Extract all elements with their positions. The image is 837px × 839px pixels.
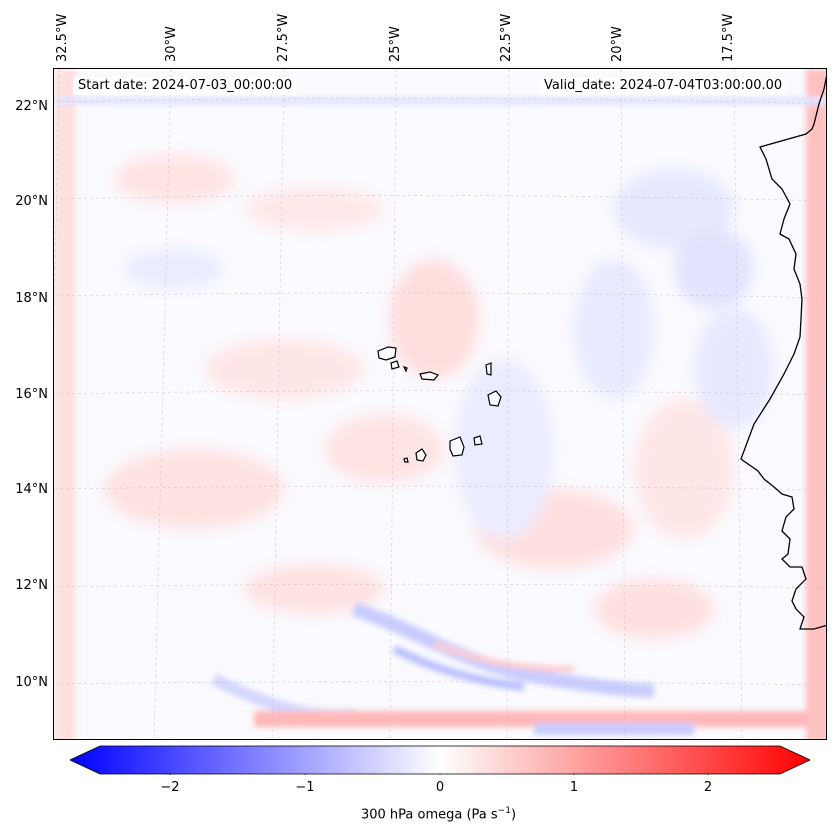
colorbar-tick-label: −1 (295, 780, 315, 795)
graticule (54, 69, 826, 739)
lat-label: 16°N (15, 387, 48, 402)
lat-label: 12°N (15, 578, 48, 593)
lon-label: 32.5°W (55, 13, 70, 62)
lon-label: 17.5°W (721, 13, 736, 62)
lon-label: 20°W (610, 26, 625, 62)
africa-coastline (740, 75, 826, 630)
lon-label: 22.5°W (499, 13, 514, 62)
colorbar-label: 300 hPa omega (Pa s−1) (360, 806, 517, 823)
southern-bands (211, 602, 814, 735)
lat-label: 10°N (15, 675, 48, 690)
colorbar (70, 745, 810, 775)
valid-date-label: Valid_date: 2024-07-04T03:00:00.00 (539, 77, 788, 95)
lon-label: 27.5°W (276, 13, 291, 62)
lon-label: 30°W (164, 26, 179, 62)
cape-verde-islands (377, 346, 502, 463)
start-date-label: Start date: 2024-07-03_00:00:00 (73, 77, 298, 95)
lat-label: 14°N (15, 482, 48, 497)
colorbar-tick-label: 0 (435, 780, 445, 795)
colorbar-tick-label: −2 (160, 780, 180, 795)
boundary-edges (54, 69, 826, 739)
lat-label: 18°N (15, 291, 48, 306)
colorbar-tick-label: 2 (703, 780, 713, 795)
lon-label: 25°W (388, 26, 403, 62)
omega-field-map (54, 69, 826, 739)
colorbar-tick-label: 1 (569, 780, 579, 795)
lat-label: 22°N (15, 99, 48, 114)
lat-label: 20°N (15, 194, 48, 209)
omega-anomaly-patches (104, 154, 774, 639)
map-panel[interactable] (53, 68, 827, 740)
